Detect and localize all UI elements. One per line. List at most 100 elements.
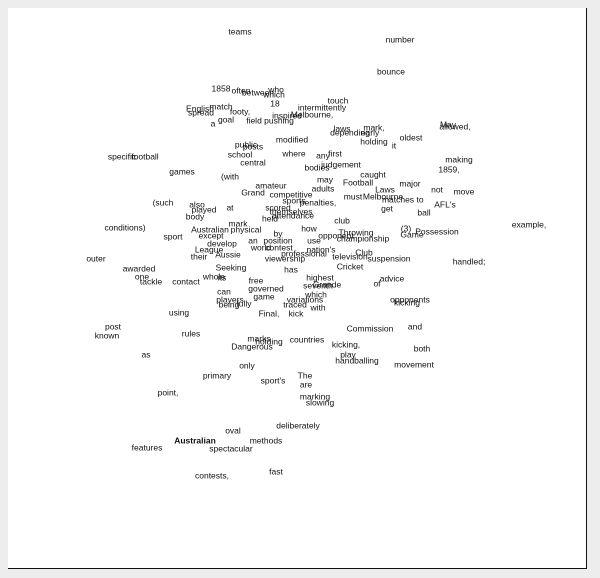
word-label: sport's: [260, 375, 286, 386]
word-label: methods: [249, 435, 283, 446]
word-label: AFL's: [434, 199, 456, 210]
word-label: spectacular: [209, 443, 253, 454]
word-label: penalties,: [299, 197, 337, 208]
word-label: Australian: [174, 435, 216, 446]
word-label: holding: [255, 336, 283, 347]
word-label: physical: [230, 224, 262, 235]
word-label: goal: [217, 114, 235, 125]
word-label: fast: [269, 466, 283, 477]
word-label: marking: [299, 391, 331, 402]
word-label: where: [282, 148, 306, 159]
word-label: tackle: [139, 276, 163, 287]
word-label: opponents: [390, 294, 430, 305]
word-label: 1859,: [438, 164, 460, 175]
word-label: outer: [86, 253, 106, 264]
word-label: intermittently: [297, 102, 347, 113]
word-label: whole: [202, 271, 226, 282]
word-label: who: [268, 84, 284, 95]
word-label: an: [248, 235, 258, 246]
word-label: with: [310, 302, 326, 313]
word-label: mark,: [363, 122, 385, 133]
word-label: both: [413, 343, 431, 354]
word-label: Aussie: [215, 249, 241, 260]
word-label: only: [239, 360, 255, 371]
word-label: as: [141, 349, 151, 360]
word-label: governed: [248, 283, 284, 294]
word-label: Final,: [258, 308, 280, 319]
word-label: Laws: [375, 184, 395, 195]
word-label: suspension: [367, 253, 411, 264]
word-label: kicking: [394, 297, 420, 308]
word-label: post: [104, 321, 122, 332]
word-label: seventh: [303, 280, 333, 291]
word-label: ball: [417, 207, 431, 218]
word-label: major: [399, 178, 421, 189]
word-label: championship: [336, 233, 390, 244]
word-label: Seeking: [215, 262, 247, 273]
word-label: holding: [360, 136, 388, 147]
word-label: field: [246, 115, 262, 126]
word-label: at: [226, 202, 234, 213]
word-label: its: [217, 272, 227, 283]
word-label: advice: [379, 273, 405, 284]
word-label: Possession: [415, 226, 459, 237]
word-label: contests,: [194, 470, 230, 481]
word-label: touch: [327, 95, 349, 106]
word-label: public: [234, 139, 258, 150]
word-label: central: [240, 157, 266, 168]
word-label: allowed,: [439, 121, 471, 132]
word-label: movement: [394, 359, 434, 370]
word-label: are: [299, 379, 313, 390]
word-label: pushing: [264, 115, 294, 126]
word-label: by: [273, 228, 283, 239]
word-label: Commission: [346, 323, 394, 334]
word-label: sports: [282, 195, 306, 206]
word-label: 18: [270, 98, 280, 109]
word-label: May: [439, 119, 457, 130]
word-label: it: [391, 140, 397, 151]
word-label: matches: [381, 194, 415, 205]
word-label: countries: [289, 334, 325, 345]
word-label: early: [360, 127, 380, 138]
word-label: specific: [107, 151, 137, 162]
word-label: can: [217, 286, 231, 297]
word-label: get: [381, 203, 393, 214]
word-label: Grande: [312, 279, 342, 290]
word-label: mark: [228, 218, 248, 229]
word-label: match: [209, 101, 233, 112]
word-label: amateur: [255, 180, 287, 191]
word-label: (3): [400, 223, 412, 234]
word-label: themselves: [269, 206, 313, 217]
word-label: oldest: [399, 132, 423, 143]
word-label: known: [94, 330, 120, 341]
word-label: which: [305, 289, 327, 300]
word-label: traced: [283, 299, 307, 310]
word-label: except: [198, 230, 224, 241]
word-label: bodies: [304, 162, 330, 173]
word-label: kicking,: [331, 339, 361, 350]
word-label: deliberately: [276, 420, 320, 431]
word-label: one: [134, 271, 150, 282]
word-label: inspired: [272, 110, 302, 121]
word-label: and: [407, 321, 423, 332]
word-label: also: [189, 199, 205, 210]
word-label: rules: [181, 328, 201, 339]
word-label: handballing: [335, 355, 379, 366]
word-label: held: [261, 213, 279, 224]
word-label: to: [416, 194, 424, 205]
word-label: school: [227, 149, 253, 160]
word-label: between: [241, 87, 275, 98]
word-label: conditions): [104, 222, 146, 233]
word-label: not: [431, 184, 443, 195]
word-label: games: [169, 166, 195, 177]
word-label: contest: [265, 242, 293, 253]
word-label: teams: [228, 26, 252, 37]
word-label: contact: [172, 276, 200, 287]
word-label: may: [316, 174, 334, 185]
word-label: caught: [360, 169, 386, 180]
word-label: judgement: [321, 159, 361, 170]
word-label: handled;: [452, 256, 486, 267]
word-label: Melbourne,: [290, 109, 334, 120]
word-label: nation's: [306, 244, 336, 255]
word-label: play: [340, 349, 356, 360]
